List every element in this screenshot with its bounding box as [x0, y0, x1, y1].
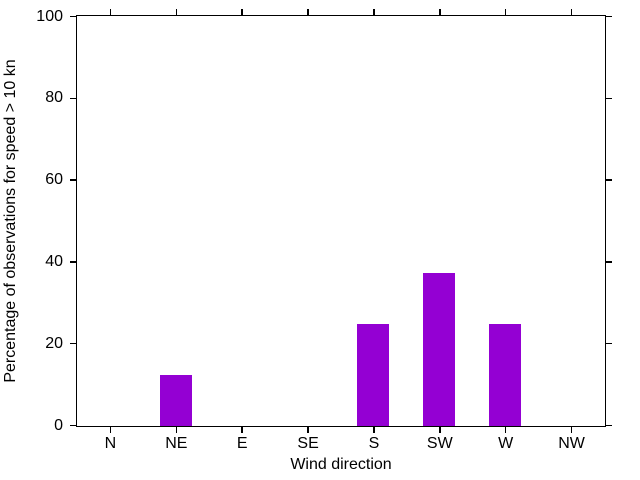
- plot-area: [76, 15, 606, 427]
- x-tick-label: W: [498, 435, 514, 453]
- bar-w: [489, 323, 522, 426]
- bar-s: [357, 323, 390, 426]
- x-tick-bottom: [439, 427, 441, 433]
- y-tick-right: [606, 261, 612, 263]
- x-tick-bottom: [307, 427, 309, 433]
- x-tick-top: [504, 9, 507, 15]
- x-tick-top: [307, 9, 309, 15]
- y-tick-label: 60: [45, 171, 63, 189]
- x-tick-bottom: [109, 427, 112, 433]
- x-tick-label: S: [368, 435, 380, 453]
- y-tick-left: [70, 342, 76, 345]
- x-tick-bottom: [373, 427, 375, 433]
- x-tick-label: NE: [165, 435, 188, 453]
- x-tick-label: SW: [426, 435, 453, 453]
- x-tick-top: [241, 9, 243, 15]
- y-tick-label: 100: [36, 7, 63, 25]
- y-tick-label: 40: [45, 253, 63, 271]
- x-tick-top: [175, 9, 178, 15]
- y-tick-left: [70, 424, 76, 427]
- bar-ne: [159, 374, 192, 426]
- x-tick-top: [373, 9, 375, 15]
- x-tick-label: N: [104, 435, 117, 453]
- y-tick-label: 80: [45, 89, 63, 107]
- x-tick-bottom: [175, 427, 178, 433]
- x-tick-bottom: [504, 427, 507, 433]
- x-tick-bottom: [570, 427, 573, 433]
- bar-sw: [423, 272, 456, 426]
- x-tick-label: NW: [558, 435, 585, 453]
- y-tick-right: [606, 179, 612, 181]
- x-tick-bottom: [241, 427, 243, 433]
- y-tick-left: [70, 261, 76, 263]
- y-tick-label: 0: [54, 416, 63, 434]
- y-tick-right: [606, 15, 612, 18]
- x-tick-top: [439, 9, 441, 15]
- y-tick-right: [606, 97, 612, 100]
- y-tick-right: [606, 424, 612, 427]
- x-tick-top: [109, 9, 112, 15]
- y-tick-label: 20: [45, 334, 63, 352]
- y-tick-left: [70, 15, 76, 18]
- y-axis-label: Percentage of observations for speed > 1…: [2, 59, 19, 383]
- y-tick-left: [70, 97, 76, 100]
- x-axis-label: Wind direction: [290, 456, 392, 473]
- x-tick-label: SE: [297, 435, 319, 453]
- y-tick-right: [606, 342, 612, 345]
- y-tick-left: [70, 179, 76, 181]
- x-tick-label: E: [236, 435, 248, 453]
- x-tick-top: [570, 9, 573, 15]
